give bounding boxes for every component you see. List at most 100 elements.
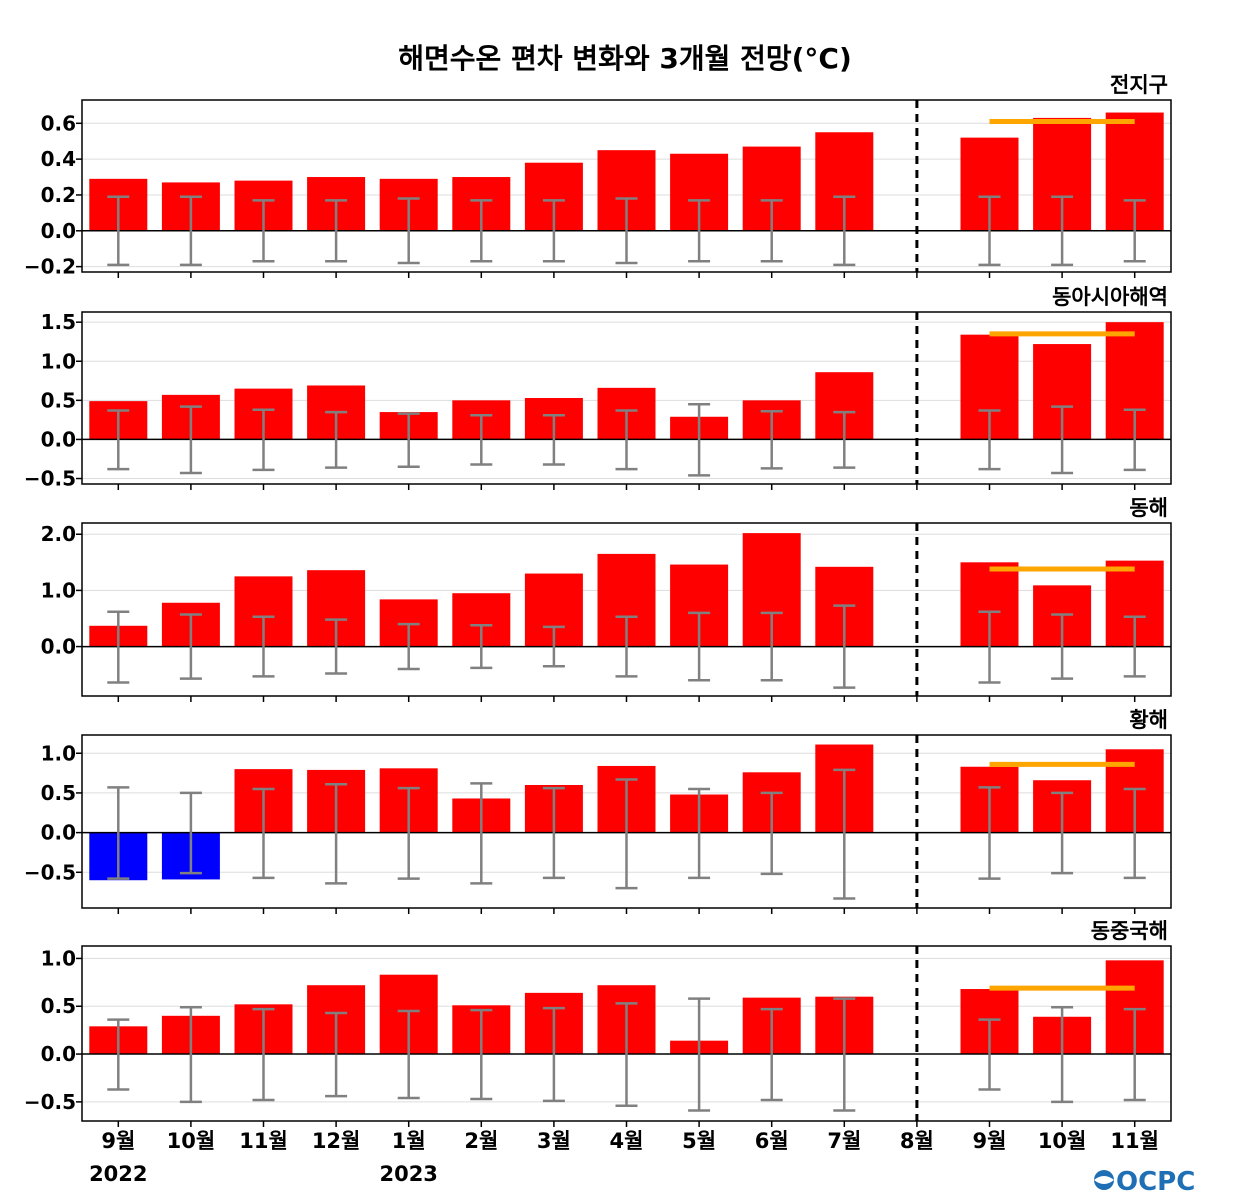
error-bar	[833, 768, 856, 900]
y-tick-label: −0.5	[24, 860, 76, 884]
error-bar	[252, 615, 275, 678]
error-bar	[252, 787, 275, 880]
y-tick-label: 0.2	[41, 183, 76, 207]
error-bar	[397, 786, 420, 880]
x-tick-label: 3월	[537, 1129, 571, 1153]
y-tick-label: 1.5	[41, 310, 76, 334]
y-tick-label: 1.0	[41, 578, 76, 602]
y-tick-label: 0.5	[41, 388, 76, 412]
error-bar	[470, 413, 493, 466]
error-bar	[325, 618, 348, 675]
panel-label: 황해	[1129, 708, 1168, 732]
error-bar	[1051, 195, 1074, 267]
error-bar	[325, 782, 348, 885]
x-tick-label: 8월	[900, 1129, 934, 1153]
error-bar	[615, 1002, 638, 1107]
logo-text: OCPC	[1116, 1167, 1195, 1197]
y-tick-label: 1.0	[41, 946, 76, 970]
error-bar	[397, 1009, 420, 1100]
error-bar	[179, 791, 202, 875]
error-bar	[833, 604, 856, 689]
panel-label: 전지구	[1110, 73, 1168, 97]
y-tick-label: −0.5	[24, 1090, 76, 1114]
error-bar	[252, 1007, 275, 1102]
y-tick-label: 0.0	[41, 821, 76, 845]
error-bar	[760, 410, 783, 470]
error-bar	[470, 623, 493, 670]
x-axis: 9월 10월 11월 12월 1월 2월 3월 4월 5월 6월 7월 8월 9월 10월 11월 2022 2…	[89, 1129, 1159, 1186]
error-bar	[470, 199, 493, 263]
error-bar	[542, 786, 565, 880]
y-tick-label: 1.0	[41, 741, 76, 765]
error-bar	[107, 409, 130, 471]
y-tick-label: 0.4	[41, 147, 76, 171]
error-bar	[325, 199, 348, 263]
error-bar	[978, 610, 1001, 684]
error-bar	[179, 195, 202, 267]
error-bar	[688, 199, 711, 263]
error-bar	[833, 410, 856, 469]
x-tick-label: 9월	[101, 1129, 135, 1153]
y-tick-label: 0.5	[41, 994, 76, 1018]
y-tick-label: 0.6	[41, 111, 76, 135]
panel-label: 동중국해	[1091, 919, 1168, 943]
x-tick-label: 9월	[973, 1129, 1007, 1153]
error-bar	[107, 1018, 130, 1091]
error-bar	[1051, 791, 1074, 875]
error-bar	[1123, 615, 1146, 678]
error-bar	[1051, 1005, 1074, 1104]
error-bar	[688, 403, 711, 477]
panel-2: −0.5 0.0 0.5 1.0 1.5 동아시아해역	[24, 285, 1172, 491]
error-bar	[1123, 787, 1146, 880]
panel-label: 동아시아해역	[1052, 285, 1168, 309]
error-bar	[978, 1018, 1001, 1091]
panel-label: 동해	[1129, 496, 1168, 520]
x-tick-label: 7월	[827, 1129, 861, 1153]
x-tick-label: 10월	[1038, 1129, 1087, 1153]
ocpc-logo: OCPC	[1094, 1167, 1195, 1197]
error-bar	[397, 197, 420, 265]
error-bar	[1123, 1007, 1146, 1102]
error-bar	[470, 1008, 493, 1101]
error-bar	[107, 610, 130, 684]
x-tick-label: 4월	[610, 1129, 644, 1153]
error-bar	[978, 409, 1001, 471]
error-bar	[760, 1007, 783, 1102]
error-bar	[760, 791, 783, 876]
x-tick-label: 12월	[312, 1129, 361, 1153]
error-bar	[542, 625, 565, 668]
x-tick-label: 11월	[239, 1129, 288, 1153]
panel-1: −0.2 0.0 0.2 0.4 0.6 전지구	[24, 73, 1172, 279]
error-bar	[179, 613, 202, 680]
panel-4: −0.5 0.0 0.5 1.0 황해	[24, 708, 1172, 914]
error-bar	[688, 787, 711, 880]
logo-wave-icon	[1094, 1176, 1114, 1184]
y-tick-label: 0.0	[41, 219, 76, 243]
error-bar	[978, 195, 1001, 267]
x-tick-label: 1월	[392, 1129, 426, 1153]
error-bar	[325, 410, 348, 469]
error-bar	[615, 409, 638, 471]
y-tick-label: 0.0	[41, 1042, 76, 1066]
y-tick-label: 2.0	[41, 522, 76, 546]
error-bar	[688, 997, 711, 1112]
error-bar	[1123, 199, 1146, 263]
y-tick-label: −0.5	[24, 467, 76, 491]
error-bar	[615, 197, 638, 265]
error-bar	[833, 195, 856, 267]
error-bar	[978, 786, 1001, 880]
x-tick-label: 2월	[464, 1129, 498, 1153]
error-bar	[542, 413, 565, 466]
error-bar	[325, 1011, 348, 1098]
panel-5: −0.5 0.0 0.5 1.0 동중국해	[24, 919, 1172, 1127]
error-bar	[107, 195, 130, 267]
error-bar	[179, 1005, 202, 1104]
chart-title: 해면수온 편차 변화와 3개월 전망(°C)	[398, 42, 852, 75]
y-tick-label: 0.0	[41, 635, 76, 659]
x-tick-label: 10월	[167, 1129, 216, 1153]
x-tick-label: 6월	[755, 1129, 789, 1153]
error-bar	[615, 778, 638, 890]
error-bar	[1051, 405, 1074, 475]
error-bar	[1123, 408, 1146, 472]
